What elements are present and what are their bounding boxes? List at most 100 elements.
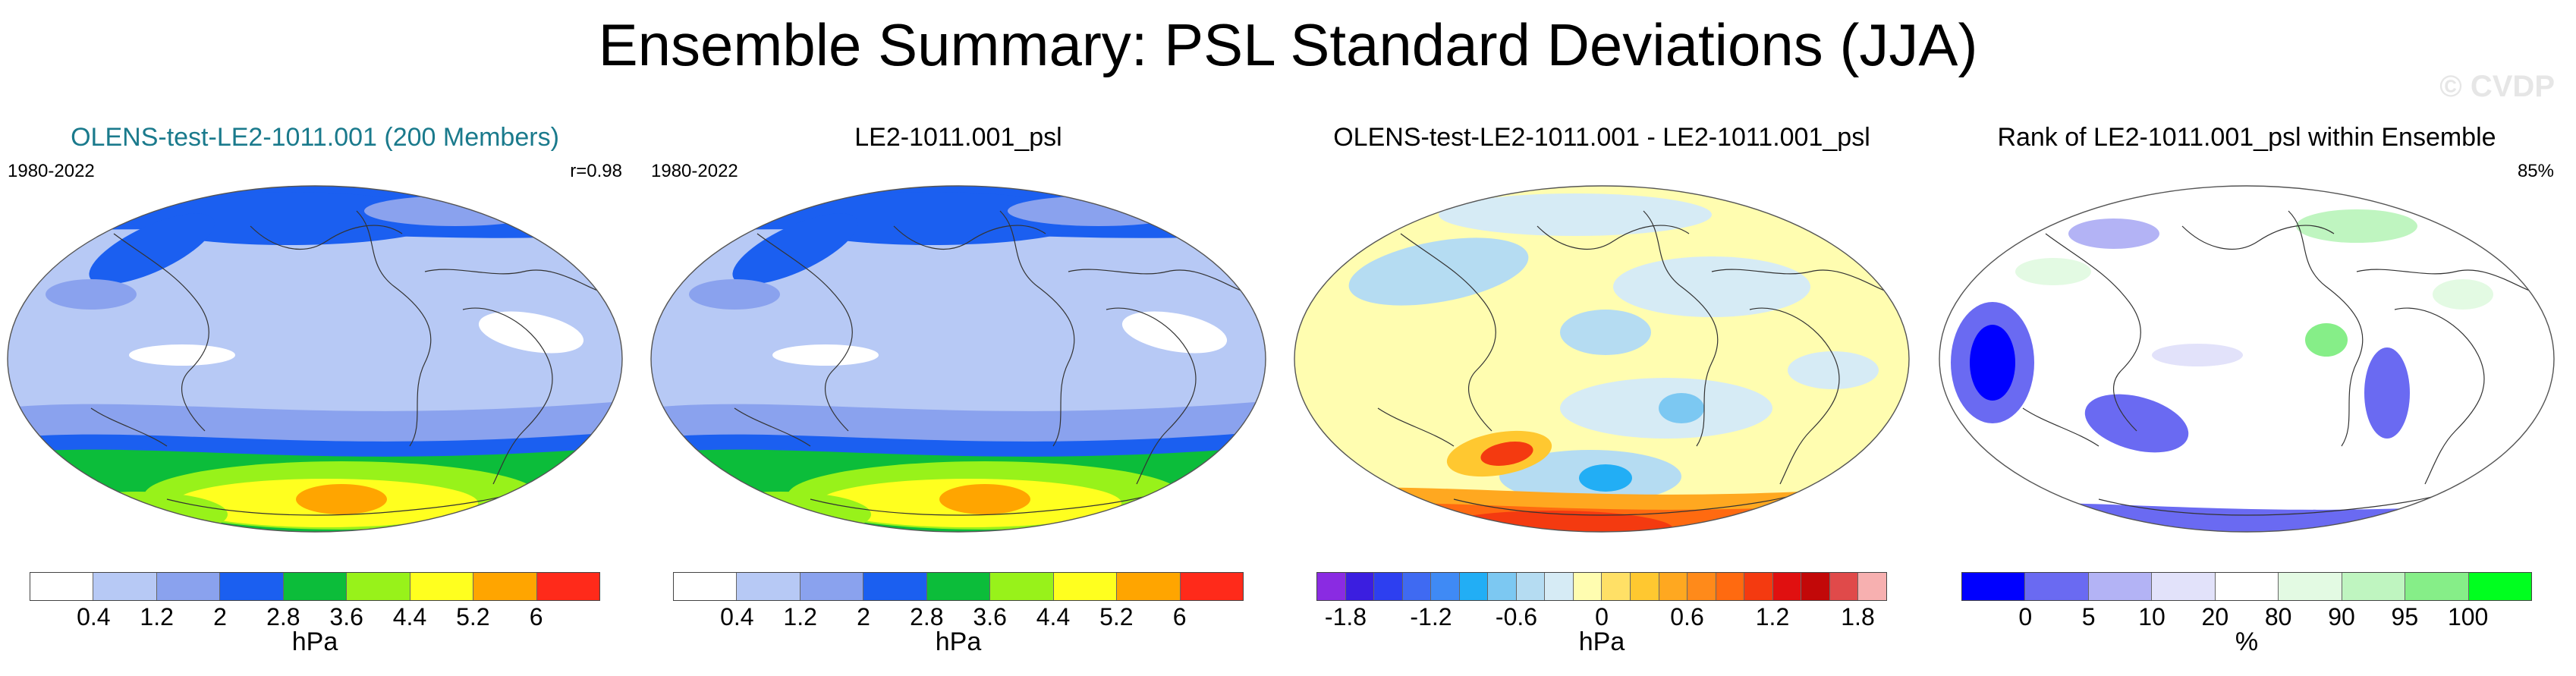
colorbar-swatch (1829, 573, 1858, 600)
colorbar-swatch (1458, 573, 1488, 600)
colorbar-swatch (1317, 573, 1345, 600)
colorbar-swatch (473, 573, 536, 600)
panel-title: LE2-1011.001_psl (854, 123, 1062, 152)
colorbar-swatch (536, 573, 599, 600)
colorbar-unit: hPa (291, 627, 338, 656)
map-std (650, 185, 1266, 533)
panel-ensemble-mean-std: OLENS-test-LE2-1011.001 (200 Members) 19… (0, 114, 630, 675)
colorbar-tick-label: 5.2 (456, 603, 490, 630)
colorbar-swatch (799, 573, 863, 600)
colorbar-swatch (2341, 573, 2405, 600)
colorbar-swatch (1744, 573, 1772, 600)
colorbar-swatch (2087, 573, 2152, 600)
colorbar-swatch (1179, 573, 1243, 600)
colorbar-swatch (2151, 573, 2215, 600)
colorbar-swatch (1715, 573, 1744, 600)
panel-difference: OLENS-test-LE2-1011.001 - LE2-1011.001_p… (1287, 114, 1917, 675)
colorbar-swatch (2214, 573, 2279, 600)
colorbar-tick-label: 5 (2081, 603, 2096, 630)
colorbar-swatch (1772, 573, 1801, 600)
colorbar-tick-label: 1.8 (1841, 603, 1875, 630)
colorbar-swatch (1052, 573, 1117, 600)
panel-title: OLENS-test-LE2-1011.001 - LE2-1011.001_p… (1333, 123, 1870, 152)
colorbar-swatch (1544, 573, 1573, 600)
colorbar-tick-label: 10 (2138, 603, 2166, 630)
colorbar-swatch (2405, 573, 2468, 600)
panel-observed-std: LE2-1011.001_psl 1980-2022 0.4 1.2 2 2.8 3.6… (643, 114, 1273, 675)
colorbar-tick-label: 95 (2391, 603, 2419, 630)
colorbar-tick-label: 2 (857, 603, 870, 630)
colorbar-tick-label: 2.8 (266, 603, 300, 630)
colorbar-swatch (2467, 573, 2531, 600)
colorbar-swatch (219, 573, 283, 600)
colorbar-tick-label: 6 (529, 603, 543, 630)
panel-title: OLENS-test-LE2-1011.001 (200 Members) (71, 123, 559, 152)
rank-percent-label: 85% (2517, 161, 2554, 181)
colorbar-swatch (1401, 573, 1431, 600)
colorbar-swatch (1572, 573, 1602, 600)
colorbar-swatch (2278, 573, 2342, 600)
colorbar-swatch (346, 573, 410, 600)
colorbar-unit: hPa (935, 627, 982, 656)
colorbar-tick-label: -0.6 (1495, 603, 1538, 630)
colorbar-tick-label: 1.2 (783, 603, 817, 630)
colorbar-tick-label: 0 (2018, 603, 2033, 630)
colorbar-swatch (1373, 573, 1402, 600)
colorbar-tick-label: 3.6 (329, 603, 363, 630)
colorbar-tick-label: 90 (2328, 603, 2355, 630)
colorbar-tick-label: -1.8 (1324, 603, 1367, 630)
colorbar-ticks: -1.8 -1.2 -0.6 0 0.6 1.2 1.8 (1317, 603, 1886, 641)
colorbar-ticks: 0 5 10 20 80 90 95 100 (1962, 603, 2531, 641)
colorbar-swatch (1601, 573, 1631, 600)
panel-title: Rank of LE2-1011.001_psl within Ensemble (1997, 123, 2496, 152)
colorbar-tick-label: 0 (1595, 603, 1609, 630)
colorbar-swatch (1345, 573, 1374, 600)
colorbar-unit: hPa (1578, 627, 1625, 656)
colorbar (1316, 572, 1887, 601)
colorbar-swatch (1487, 573, 1516, 600)
colorbar-swatch (156, 573, 220, 600)
colorbar-tick-label: 6 (1172, 603, 1187, 630)
colorbar-swatch (1430, 573, 1459, 600)
colorbar-tick-label: 2.8 (910, 603, 944, 630)
map-difference (1294, 185, 1910, 533)
panel-rank: Rank of LE2-1011.001_psl within Ensemble… (1932, 114, 2562, 675)
colorbar-swatch (1116, 573, 1180, 600)
colorbar-tick-label: -1.2 (1410, 603, 1452, 630)
watermark-text: © CVDP (2439, 70, 2555, 103)
colorbar-unit: % (2235, 627, 2259, 656)
colorbar-swatch (1857, 573, 1886, 600)
colorbar (1961, 572, 2532, 601)
colorbar-swatch (926, 573, 990, 600)
map-rank (1939, 185, 2555, 533)
colorbar-swatch (1515, 573, 1545, 600)
colorbar-tick-label: 3.6 (973, 603, 1007, 630)
colorbar-tick-label: 0.4 (77, 603, 111, 630)
figure-title: Ensemble Summary: PSL Standard Deviation… (598, 11, 1978, 78)
colorbar-ticks: 0.4 1.2 2 2.8 3.6 4.4 5.2 6 (30, 603, 599, 641)
colorbar-swatch (1962, 573, 2025, 600)
colorbar-swatch (989, 573, 1053, 600)
colorbar-swatch (1658, 573, 1687, 600)
colorbar-swatch (1687, 573, 1716, 600)
colorbar-tick-label: 1.2 (140, 603, 174, 630)
period-label: 1980-2022 (651, 161, 738, 181)
pattern-correlation-label: r=0.98 (570, 161, 622, 181)
colorbar-tick-label: 1.2 (1755, 603, 1790, 630)
colorbar-swatch (1630, 573, 1659, 600)
colorbar-swatch (863, 573, 926, 600)
colorbar-swatch (30, 573, 93, 600)
colorbar-swatch (674, 573, 737, 600)
colorbar-swatch (282, 573, 347, 600)
colorbar-tick-label: 0.6 (1670, 603, 1704, 630)
colorbar-tick-label: 0.4 (720, 603, 754, 630)
colorbar (673, 572, 1244, 601)
colorbar-tick-label: 5.2 (1099, 603, 1134, 630)
colorbar-swatch (93, 573, 156, 600)
period-label: 1980-2022 (8, 161, 95, 181)
colorbar-tick-label: 4.4 (392, 603, 427, 630)
colorbar-ticks: 0.4 1.2 2 2.8 3.6 4.4 5.2 6 (674, 603, 1243, 641)
colorbar-tick-label: 2 (213, 603, 227, 630)
colorbar-swatch (409, 573, 473, 600)
colorbar-swatch (736, 573, 800, 600)
